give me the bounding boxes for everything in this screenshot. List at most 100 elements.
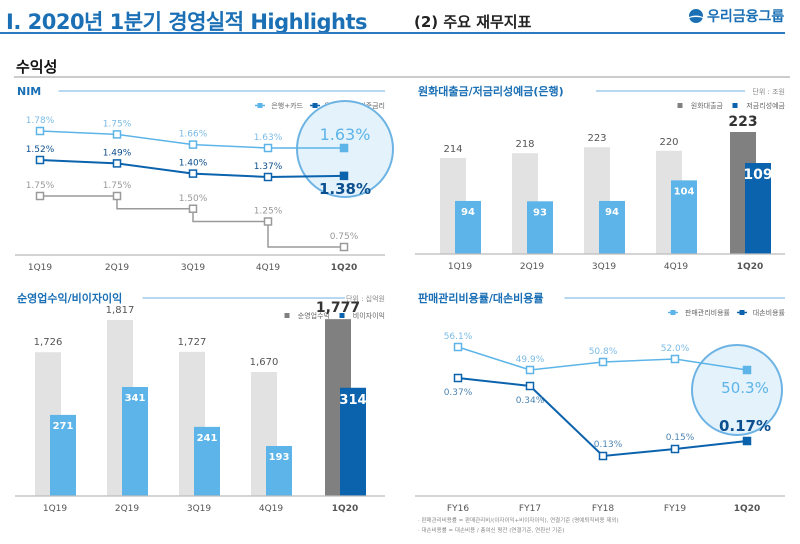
page-subtitle: (2) 주요 재무지표 <box>414 13 532 31</box>
x-tick-label: FY17 <box>519 504 541 514</box>
bar-non-interest <box>194 426 220 496</box>
legend-swatch <box>670 310 676 315</box>
data-label: 0.34% <box>516 396 545 406</box>
unit-label: 단위 : 조원 <box>752 87 785 96</box>
chart-title: 판매관리비용률/대손비용률 <box>418 291 543 305</box>
data-point <box>598 451 608 461</box>
data-point <box>112 159 122 168</box>
data-label: 1.52% <box>26 145 55 155</box>
x-tick-label: 3Q19 <box>592 262 617 272</box>
data-label: 1.40% <box>179 159 208 169</box>
data-point <box>35 191 45 201</box>
bar-deposits <box>671 180 697 254</box>
unit-label: 단위 : 십억원 <box>346 294 385 303</box>
data-label: 0.15% <box>666 433 695 443</box>
data-label: 1.49% <box>103 148 132 158</box>
legend-label: 판매관리비용률 <box>685 308 731 317</box>
x-tick-label: 4Q19 <box>256 263 281 273</box>
x-tick-label: 4Q19 <box>259 504 284 514</box>
bar-deposits <box>455 200 481 254</box>
footnote: · 대손비용률 = 대손비용 / 총여신 평잔 (연결기준, 연환산 기준) <box>418 526 564 534</box>
bar-non-interest <box>340 387 366 496</box>
data-label: 1.63% <box>254 133 283 143</box>
bar-label: 1,726 <box>34 337 63 348</box>
data-label: 56.1% <box>444 332 473 342</box>
bar-deposits <box>599 200 625 254</box>
data-point <box>453 373 463 383</box>
bar-label: 241 <box>197 433 218 444</box>
data-point <box>670 354 680 364</box>
bar-label: 214 <box>443 144 462 155</box>
chart-title: 원화대출금/저금리성예금(은행) <box>418 84 564 98</box>
bar-label: 223 <box>587 133 606 144</box>
data-point <box>670 444 680 454</box>
data-label: 1.63% <box>320 125 371 144</box>
bar-label: 341 <box>125 393 146 404</box>
bar-non-interest <box>122 387 148 496</box>
data-label: 0.13% <box>594 440 623 450</box>
data-point <box>263 172 273 182</box>
data-label: 1.75% <box>103 119 132 129</box>
legend-swatch <box>732 103 738 108</box>
highlight-circle <box>691 344 783 436</box>
data-label: 1.38% <box>319 180 371 198</box>
data-label: 1.75% <box>103 181 132 191</box>
x-tick-label: FY16 <box>447 504 469 514</box>
logo: 우리금융그룹 <box>688 6 784 26</box>
data-point <box>598 357 608 367</box>
x-tick-label: 1Q20 <box>331 263 357 273</box>
header-divider <box>0 32 785 34</box>
data-label: 52.0% <box>661 344 690 354</box>
bar-label: 223 <box>728 114 757 130</box>
x-tick-label: 3Q19 <box>187 504 212 514</box>
x-tick-label: 2Q19 <box>520 262 545 272</box>
bar-label: 218 <box>515 139 534 150</box>
data-point <box>742 436 752 446</box>
x-tick-label: FY18 <box>592 504 614 514</box>
x-tick-label: 1Q19 <box>448 262 473 272</box>
data-label: 1.25% <box>254 207 283 217</box>
bar-deposits <box>527 201 553 254</box>
x-tick-label: 1Q19 <box>43 504 68 514</box>
data-point <box>112 130 122 139</box>
data-point <box>339 143 349 153</box>
bar-label: 1,670 <box>250 357 279 368</box>
data-point <box>742 365 752 375</box>
chart-title: 순영업수익/비이자이익 <box>17 291 122 305</box>
x-tick-label: 4Q19 <box>664 262 689 272</box>
x-tick-label: 1Q20 <box>332 504 358 514</box>
legend-swatch <box>739 310 745 315</box>
bar-label: 314 <box>339 393 366 408</box>
x-tick-label: 1Q20 <box>737 262 763 272</box>
x-tick-label: 2Q19 <box>105 263 130 273</box>
data-point <box>188 140 198 149</box>
data-label: 1.50% <box>179 194 208 204</box>
bar-label: 93 <box>533 207 547 218</box>
bar-label: 109 <box>743 167 772 183</box>
legend-label: 저금리성예금 <box>746 101 785 110</box>
legend-swatch <box>257 103 263 108</box>
legend-swatch <box>677 103 683 108</box>
legend-swatch <box>339 313 345 318</box>
section-title: 수익성 <box>16 58 58 76</box>
page-title: I. 2020년 1분기 경영실적 Highlights <box>6 10 368 34</box>
legend-label: 원화대출금 <box>691 101 724 110</box>
bar-non-interest <box>266 446 292 496</box>
logo-text: 우리금융그룹 <box>707 9 785 25</box>
logo-icon <box>689 9 703 23</box>
data-point <box>35 155 45 165</box>
footnote: · 판매관리비용률 = 판매관리비/(이자이익+비이자이익), 연결기준 (명예… <box>418 516 619 524</box>
x-tick-label: FY19 <box>664 504 686 514</box>
data-point <box>188 169 198 178</box>
legend-swatch <box>284 313 290 318</box>
chart-title: NIM <box>17 85 41 98</box>
bar-label: 94 <box>461 207 475 218</box>
data-label: 49.9% <box>516 355 545 365</box>
data-label: 1.66% <box>179 130 208 140</box>
data-point <box>263 217 273 226</box>
legend-label: 대손비용률 <box>753 308 786 317</box>
bar-label: 1,727 <box>178 337 207 348</box>
data-label: 0.17% <box>719 417 771 435</box>
data-label: 50.3% <box>721 379 769 397</box>
